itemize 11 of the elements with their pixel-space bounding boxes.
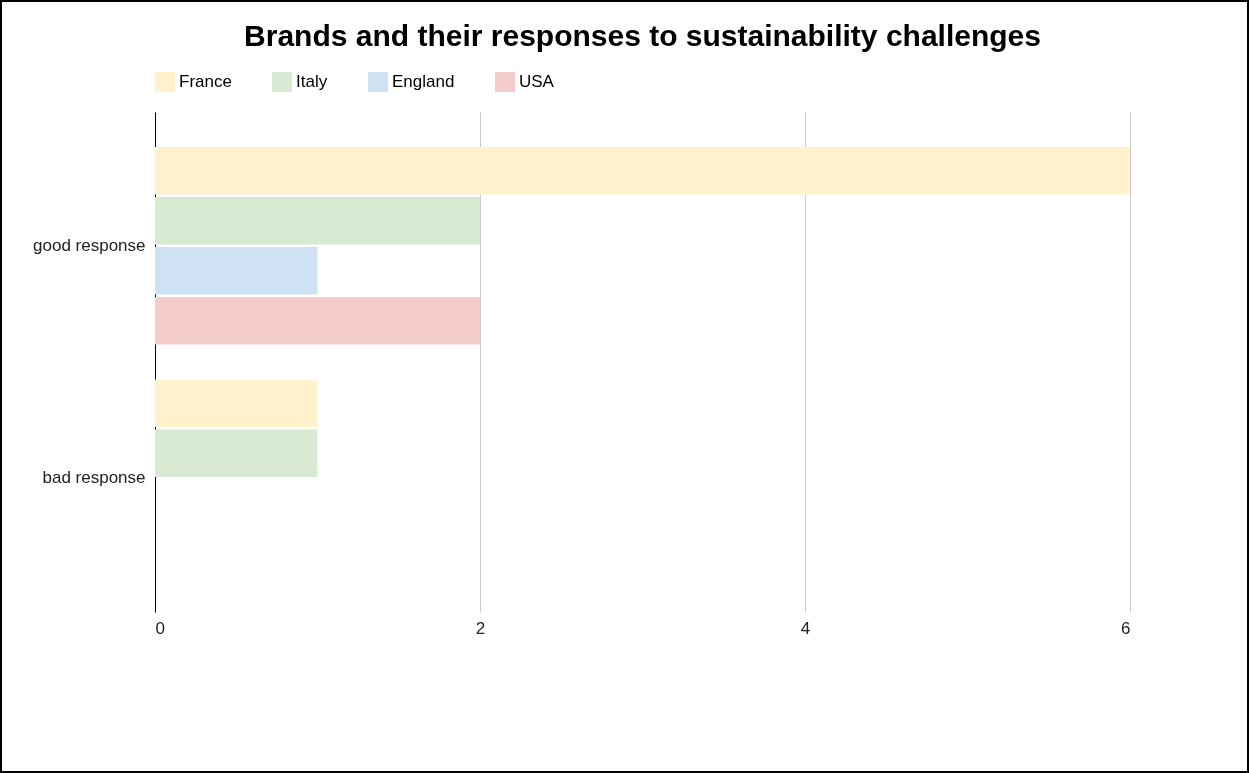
x-tick-label: 0 [155,618,165,638]
legend-label: France [179,72,232,91]
x-tick-label: 6 [1121,618,1131,638]
x-tick-label: 2 [475,618,486,638]
chart-title: Brands and their responses to sustainability challenges [244,19,1041,52]
y-tick-label: good response [33,235,146,255]
x-tick-label: 4 [800,618,811,638]
legend-label: England [392,72,455,91]
y-tick-label: bad response [42,468,146,488]
legend-label: Italy [296,72,328,91]
legend-label: USA [519,72,555,91]
